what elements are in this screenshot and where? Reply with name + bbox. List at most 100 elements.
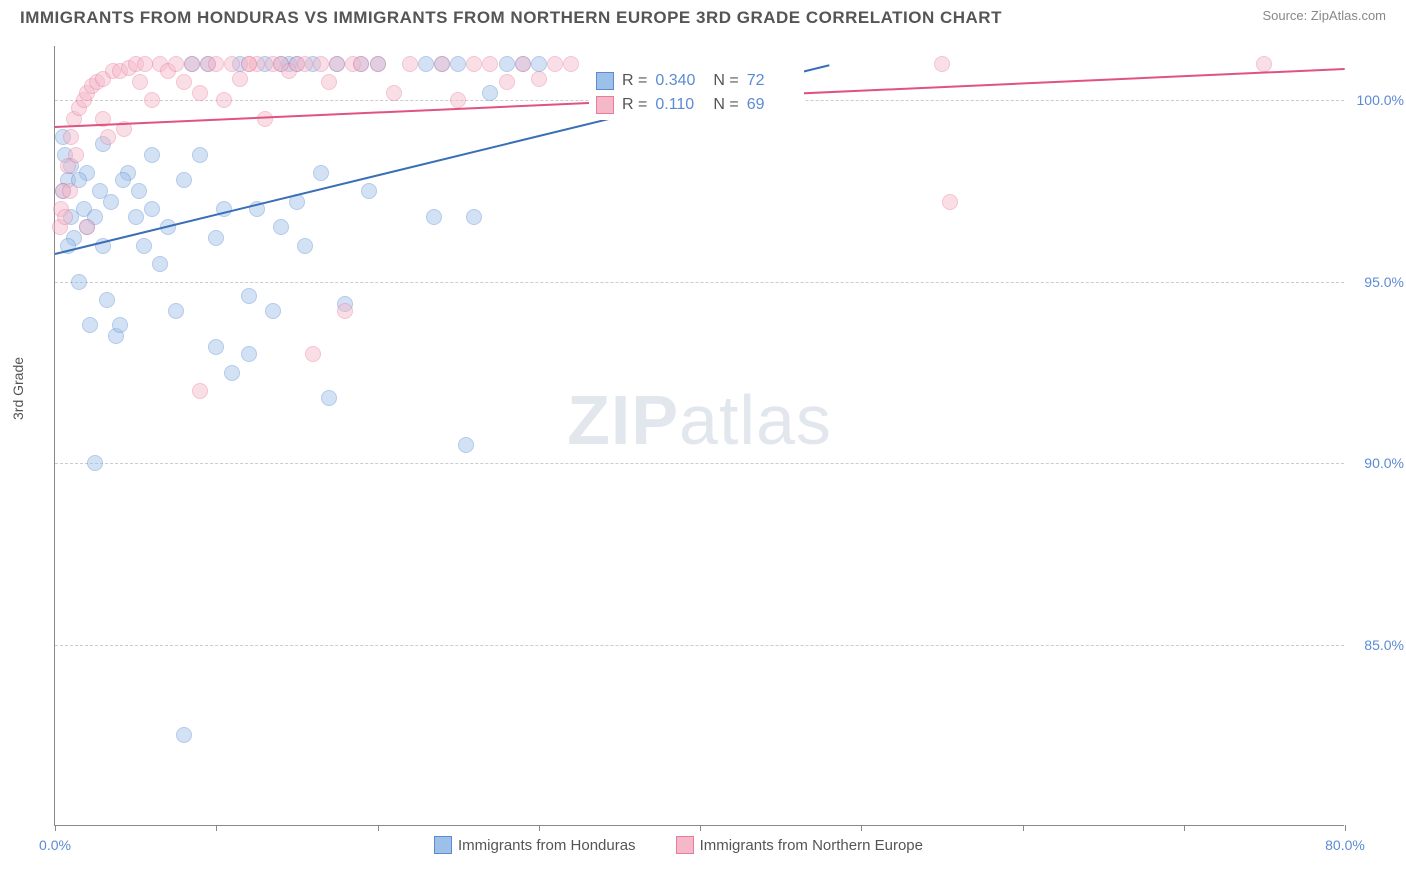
- data-point: [305, 346, 321, 362]
- data-point: [418, 56, 434, 72]
- data-point: [216, 92, 232, 108]
- source-label: Source: ZipAtlas.com: [1262, 8, 1386, 23]
- data-point: [176, 172, 192, 188]
- data-point: [224, 56, 240, 72]
- data-point: [112, 317, 128, 333]
- x-tick: [55, 825, 56, 831]
- data-point: [103, 194, 119, 210]
- data-point: [337, 303, 353, 319]
- data-point: [321, 74, 337, 90]
- data-point: [99, 292, 115, 308]
- data-point: [482, 85, 498, 101]
- r-value: 0.110: [655, 93, 705, 117]
- n-value: 69: [747, 93, 797, 117]
- n-label: N =: [713, 93, 738, 117]
- plot-area: ZIPatlas 85.0%90.0%95.0%100.0%0.0%80.0%: [54, 46, 1344, 826]
- data-point: [531, 71, 547, 87]
- data-point: [132, 74, 148, 90]
- legend-item-series1: Immigrants from Honduras: [434, 836, 636, 854]
- gridline: [55, 282, 1344, 283]
- data-point: [241, 56, 257, 72]
- n-label: N =: [713, 69, 738, 93]
- data-point: [450, 92, 466, 108]
- n-value: 72: [747, 69, 797, 93]
- data-point: [321, 390, 337, 406]
- data-point: [942, 194, 958, 210]
- gridline: [55, 645, 1344, 646]
- legend-item-series2: Immigrants from Northern Europe: [676, 836, 923, 854]
- y-tick-label: 90.0%: [1364, 455, 1404, 471]
- data-point: [273, 219, 289, 235]
- data-point: [152, 256, 168, 272]
- swatch-series2: [596, 96, 614, 114]
- data-point: [57, 209, 73, 225]
- y-tick-label: 100.0%: [1357, 92, 1404, 108]
- data-point: [71, 274, 87, 290]
- data-point: [402, 56, 418, 72]
- data-point: [265, 303, 281, 319]
- x-tick: [861, 825, 862, 831]
- data-point: [232, 71, 248, 87]
- data-point: [168, 56, 184, 72]
- data-point: [184, 56, 200, 72]
- r-label: R =: [622, 93, 647, 117]
- data-point: [563, 56, 579, 72]
- data-point: [208, 56, 224, 72]
- bottom-legend: Immigrants from Honduras Immigrants from…: [434, 836, 923, 854]
- data-point: [450, 56, 466, 72]
- chart-area: ZIPatlas 85.0%90.0%95.0%100.0%0.0%80.0% …: [54, 46, 1344, 826]
- data-point: [329, 56, 345, 72]
- data-point: [458, 437, 474, 453]
- data-point: [176, 727, 192, 743]
- data-point: [241, 346, 257, 362]
- data-point: [128, 209, 144, 225]
- data-point: [297, 56, 313, 72]
- data-point: [136, 238, 152, 254]
- data-point: [68, 147, 84, 163]
- swatch-series1-bottom: [434, 836, 452, 854]
- data-point: [224, 365, 240, 381]
- data-point: [144, 201, 160, 217]
- r-label: R =: [622, 69, 647, 93]
- legend-label: Immigrants from Honduras: [458, 837, 636, 854]
- stats-legend: R = 0.340 N = 72 R = 0.110 N = 69: [589, 66, 804, 120]
- data-point: [208, 339, 224, 355]
- swatch-series2-bottom: [676, 836, 694, 854]
- swatch-series1: [596, 72, 614, 90]
- data-point: [499, 56, 515, 72]
- data-point: [87, 455, 103, 471]
- data-point: [192, 85, 208, 101]
- data-point: [482, 56, 498, 72]
- data-point: [313, 165, 329, 181]
- data-point: [100, 129, 116, 145]
- data-point: [168, 303, 184, 319]
- y-axis-label: 3rd Grade: [10, 357, 26, 420]
- y-tick-label: 85.0%: [1364, 637, 1404, 653]
- data-point: [176, 74, 192, 90]
- data-point: [353, 56, 369, 72]
- x-tick: [1184, 825, 1185, 831]
- r-value: 0.340: [655, 69, 705, 93]
- data-point: [426, 209, 442, 225]
- data-point: [241, 288, 257, 304]
- x-tick-label: 80.0%: [1325, 837, 1365, 853]
- data-point: [515, 56, 531, 72]
- stat-row-series2: R = 0.110 N = 69: [596, 93, 797, 117]
- data-point: [499, 74, 515, 90]
- data-point: [62, 183, 78, 199]
- data-point: [1256, 56, 1272, 72]
- x-tick-label: 0.0%: [39, 837, 71, 853]
- data-point: [313, 56, 329, 72]
- gridline: [55, 463, 1344, 464]
- data-point: [115, 172, 131, 188]
- x-tick: [539, 825, 540, 831]
- data-point: [434, 56, 450, 72]
- watermark: ZIPatlas: [567, 380, 832, 460]
- data-point: [79, 219, 95, 235]
- data-point: [466, 209, 482, 225]
- data-point: [131, 183, 147, 199]
- data-point: [82, 317, 98, 333]
- data-point: [192, 147, 208, 163]
- x-tick: [378, 825, 379, 831]
- stat-row-series1: R = 0.340 N = 72: [596, 69, 797, 93]
